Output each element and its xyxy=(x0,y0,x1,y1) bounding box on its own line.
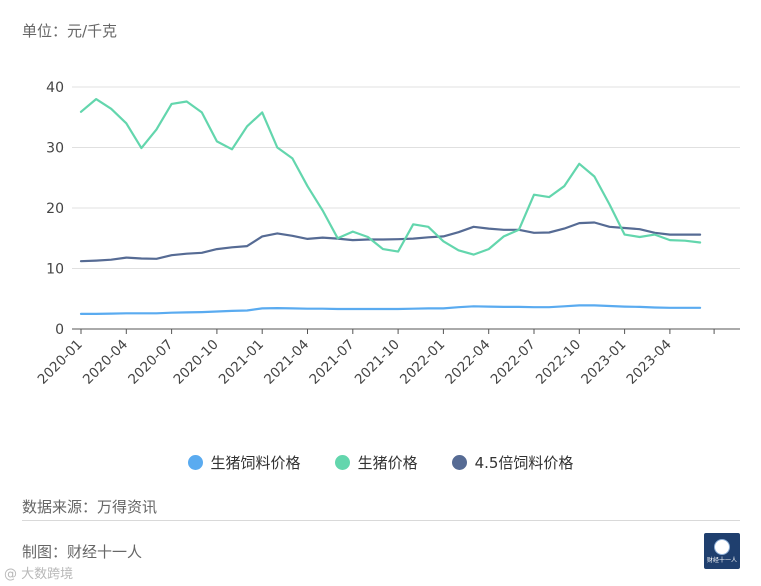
legend-dot-hog xyxy=(334,455,350,470)
grid-lines xyxy=(72,86,740,269)
x-tick-label: 2020-04 xyxy=(80,337,131,388)
y-tick-label: 40 xyxy=(46,80,64,96)
legend-dot-feed xyxy=(187,455,203,470)
legend-item-hog[interactable]: 生猪价格 xyxy=(334,452,418,473)
unit-label: 单位：元/千克 xyxy=(22,22,118,40)
series-line-2 xyxy=(79,221,702,263)
x-tick-label: 2022-10 xyxy=(533,337,584,388)
x-axis: 2020-012020-042020-072020-102021-012021-… xyxy=(35,328,740,388)
x-tick-label: 2022-01 xyxy=(397,337,448,388)
x-tick-label: 2020-01 xyxy=(35,337,86,388)
series-lines xyxy=(79,97,702,315)
maker-note: 制图：财经十一人 xyxy=(22,543,143,561)
y-tick-label: 20 xyxy=(46,201,64,217)
x-tick-label: 2022-04 xyxy=(442,337,493,388)
x-tick-label: 2020-07 xyxy=(125,337,176,388)
brand-logo: 财经十一人 xyxy=(704,533,740,569)
x-tick-label: 2023-04 xyxy=(624,337,675,388)
legend-label-hog: 生猪价格 xyxy=(357,454,418,472)
y-tick-label: 0 xyxy=(55,322,64,338)
y-tick-label: 10 xyxy=(46,262,64,278)
source-note: 数据来源：万得资讯 xyxy=(22,498,158,516)
x-tick-label: 2021-10 xyxy=(352,337,403,388)
y-tick-label: 30 xyxy=(46,141,64,157)
logo-text: 财经十一人 xyxy=(706,556,737,564)
x-tick-label: 2023-01 xyxy=(578,337,629,388)
legend-dot-feed-4-5x xyxy=(451,455,467,470)
series-line-0 xyxy=(79,304,702,315)
x-tick-label: 2021-07 xyxy=(306,337,357,388)
x-tick-label: 2022-07 xyxy=(488,337,539,388)
globe-icon xyxy=(714,538,730,555)
legend-label-feed: 生猪饲料价格 xyxy=(210,454,301,472)
footer-divider xyxy=(22,520,740,521)
legend: 生猪饲料价格 生猪价格 4.5倍饲料价格 xyxy=(0,452,761,473)
legend-label-feed-4-5x: 4.5倍饲料价格 xyxy=(474,454,574,472)
legend-item-feed-4-5x[interactable]: 4.5倍饲料价格 xyxy=(451,452,574,473)
series-line-1 xyxy=(79,97,702,256)
x-tick-label: 2021-01 xyxy=(216,337,267,388)
x-tick-label: 2021-04 xyxy=(261,337,312,388)
watermark: @ 大数跨境 xyxy=(4,567,74,582)
y-axis-ticks: 0 10 20 30 40 xyxy=(46,80,64,338)
legend-item-feed[interactable]: 生猪饲料价格 xyxy=(187,452,301,473)
x-tick-label: 2020-10 xyxy=(171,337,222,388)
